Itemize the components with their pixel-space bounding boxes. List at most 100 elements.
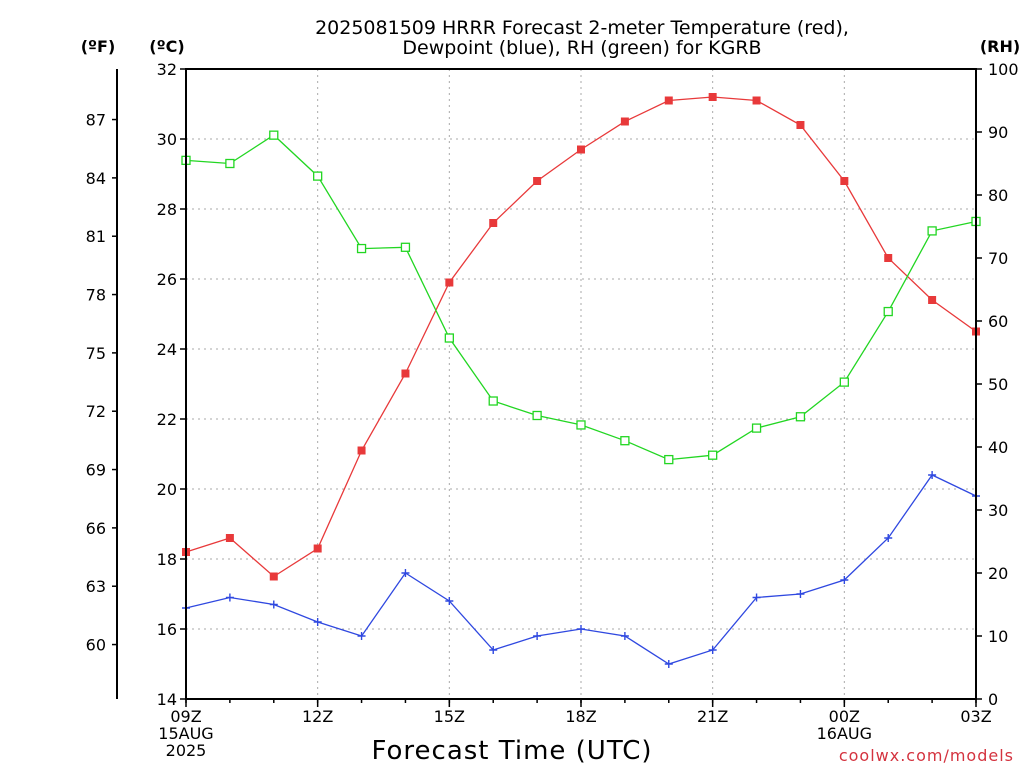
rh-point — [444, 333, 454, 343]
fahrenheit-tick-label: 66 — [86, 519, 106, 538]
temperature-point — [664, 96, 673, 105]
dewpoint-point — [489, 646, 498, 654]
rh-point — [400, 242, 411, 252]
dewpoint-point — [445, 597, 454, 605]
temperature-point — [445, 278, 454, 287]
dewpoint-point — [664, 660, 673, 668]
rh-tick-label: 60 — [988, 312, 1008, 331]
rh-point — [795, 412, 806, 422]
source-credit: coolwx.com/models — [839, 746, 1014, 765]
temperature-point — [884, 254, 893, 262]
x-tick-label: 18Z — [565, 707, 596, 726]
celsius-tick-label: 16 — [157, 620, 177, 639]
x-tick-label: 16AUG — [817, 724, 872, 743]
dewpoint-point — [225, 593, 234, 602]
rh-tick-label: 70 — [988, 249, 1008, 268]
temperature-point — [752, 96, 761, 105]
temperature-point — [225, 534, 234, 542]
fahrenheit-tick-label: 84 — [86, 169, 106, 188]
rh-tick-label: 0 — [988, 690, 998, 709]
rh-point — [356, 243, 367, 254]
rh-point — [225, 158, 235, 169]
celsius-tick-label: 18 — [157, 550, 177, 569]
celsius-axis-label: (ºC) — [149, 37, 184, 56]
dewpoint-point — [752, 593, 761, 602]
dewpoint-point — [928, 471, 937, 479]
rh-tick-label: 80 — [988, 186, 1008, 205]
x-tick-label: 15Z — [434, 707, 465, 726]
chart-title-line-2: Dewpoint (blue), RH (green) for KGRB — [402, 37, 761, 59]
fahrenheit-tick-label: 72 — [86, 402, 106, 421]
rh-tick-label: 30 — [988, 501, 1008, 520]
temperature-point — [620, 117, 629, 126]
dewpoint-point — [357, 632, 366, 640]
rh-tick-label: 10 — [988, 627, 1008, 646]
rh-point — [927, 226, 937, 236]
rh-tick-label: 100 — [988, 60, 1019, 79]
x-tick-label: 09Z — [170, 707, 201, 726]
dewpoint-point — [577, 625, 585, 633]
temperature-point — [357, 446, 366, 455]
rh-point — [488, 396, 498, 406]
x-tick-label: 21Z — [697, 707, 728, 726]
fahrenheit-tick-label: 69 — [86, 461, 106, 480]
rh-point — [532, 410, 542, 421]
dewpoint-point — [796, 590, 805, 598]
rh-point — [664, 454, 674, 465]
temperature-point — [533, 177, 542, 185]
fahrenheit-tick-label: 60 — [86, 636, 106, 655]
x-tick-label: 00Z — [829, 707, 860, 726]
dewpoint-line — [185, 474, 977, 665]
x-tick-label: 12Z — [302, 707, 333, 726]
temperature-point — [489, 219, 498, 227]
dewpoint-point — [401, 569, 410, 577]
dewpoint-point — [840, 576, 849, 584]
temperature-point — [401, 369, 410, 378]
rh-point — [576, 420, 586, 430]
celsius-tick-label: 22 — [157, 410, 177, 429]
rh-point — [269, 130, 279, 140]
temperature-line — [185, 96, 977, 578]
chart-title-line-1: 2025081509 HRRR Forecast 2-meter Tempera… — [315, 17, 849, 39]
fahrenheit-tick-label: 87 — [86, 111, 106, 130]
axes-layer: 14 16 18 20 22 24 26 28 30 32 60 63 66 69 72 75 78 81 84 87… — [86, 60, 1019, 760]
rh-point — [708, 450, 718, 460]
temperature-point — [796, 121, 805, 129]
dewpoint-point — [884, 534, 893, 542]
rh-point — [839, 377, 849, 387]
temperature-point — [577, 145, 585, 154]
x-axis-title: Forecast Time (UTC) — [371, 736, 652, 766]
rh-point — [313, 171, 323, 181]
celsius-tick-label: 24 — [157, 340, 177, 359]
temperature-point — [313, 544, 322, 553]
dewpoint-point — [313, 618, 322, 626]
fahrenheit-tick-label: 75 — [86, 344, 106, 363]
celsius-tick-label: 28 — [157, 200, 177, 219]
celsius-tick-label: 26 — [157, 270, 177, 289]
celsius-tick-label: 32 — [157, 60, 177, 79]
series-layer — [181, 93, 981, 668]
rh-tick-label: 50 — [988, 375, 1008, 394]
temperature-point — [928, 296, 937, 304]
fahrenheit-tick-label: 63 — [86, 577, 106, 596]
rh-point — [883, 306, 893, 317]
celsius-tick-label: 14 — [157, 690, 177, 709]
dewpoint-point — [708, 646, 717, 654]
temperature-point — [840, 177, 849, 185]
rh-tick-label: 20 — [988, 564, 1008, 583]
x-tick-label: 2025 — [166, 741, 207, 760]
x-tick-label: 03Z — [960, 707, 991, 726]
temperature-point — [708, 93, 717, 101]
celsius-tick-label: 20 — [157, 480, 177, 499]
fahrenheit-tick-label: 78 — [86, 286, 106, 305]
fahrenheit-tick-label: 81 — [86, 227, 106, 246]
dewpoint-point — [620, 632, 629, 640]
celsius-tick-label: 30 — [157, 130, 177, 149]
dewpoint-point — [269, 600, 278, 609]
x-tick-label: 15AUG — [158, 724, 213, 743]
rh-tick-label: 90 — [988, 123, 1008, 142]
rh-point — [620, 436, 630, 446]
rh-tick-label: 40 — [988, 438, 1008, 457]
temperature-point — [269, 572, 278, 581]
